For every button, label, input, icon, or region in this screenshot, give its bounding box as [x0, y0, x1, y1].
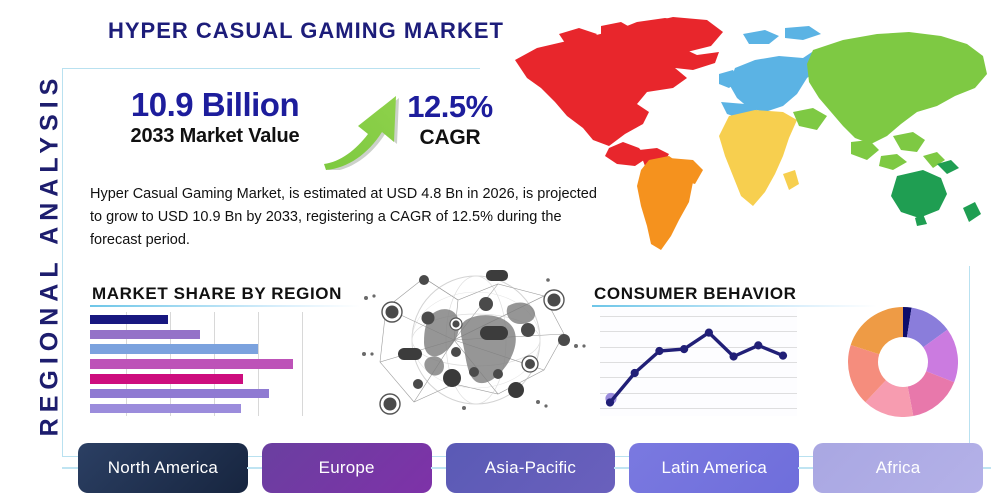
- description-text: Hyper Casual Gaming Market, is estimated…: [90, 186, 597, 248]
- world-map-icon: [497, 8, 995, 266]
- consumer-behavior-heading: CONSUMER BEHAVIOR: [594, 284, 797, 303]
- region-button-label: North America: [107, 458, 219, 477]
- region-button-north-america[interactable]: North America: [78, 443, 248, 493]
- donut-segment: [907, 371, 955, 417]
- donut-segment: [923, 329, 958, 383]
- bar-chart-bar: [90, 388, 270, 399]
- region-button-label: Europe: [318, 458, 375, 477]
- line-chart-marker: [605, 398, 615, 407]
- kpi-cagr-label: CAGR: [419, 125, 481, 149]
- region-connector-head: [62, 467, 78, 469]
- region-connector: [614, 467, 631, 469]
- kpi-cagr: 12.5% CAGR: [390, 89, 510, 149]
- region-button-label: Latin America: [661, 458, 768, 477]
- consumer-behavior-line-chart: [600, 308, 797, 416]
- region-button-bar: North America Europe Asia-Pacific Latin Ame…: [62, 443, 991, 493]
- line-chart-gridline: [600, 331, 797, 333]
- kpi-market-value-label: 2033 Market Value: [130, 124, 300, 147]
- line-chart-gridline: [600, 316, 797, 317]
- region-button-asia-pacific[interactable]: Asia-Pacific: [445, 443, 616, 493]
- bar-chart-bar: [90, 359, 294, 369]
- line-chart-path: [608, 330, 785, 405]
- bar-chart-bar: [90, 374, 244, 384]
- page-title: HYPER CASUAL GAMING MARKET: [108, 18, 504, 43]
- market-share-rule: [90, 305, 360, 307]
- bar-chart-bar: [90, 314, 168, 325]
- consumer-behavior-rule: [592, 305, 877, 307]
- region-connector: [798, 467, 815, 469]
- growth-arrow-icon: [318, 84, 408, 172]
- kpi-block: 10.9 Billion 2033 Market Value 12.5% CAG…: [90, 86, 510, 172]
- bar-chart-bar: [90, 403, 242, 414]
- donut-segment: [906, 307, 948, 348]
- line-chart-gridline: [600, 408, 797, 409]
- bar-chart-bar: [90, 344, 259, 354]
- bar-chart-bar: [90, 329, 201, 340]
- line-chart-gridline: [600, 392, 797, 394]
- region-connector-tail: [983, 467, 991, 469]
- line-chart-marker: [655, 346, 664, 356]
- donut-segment: [903, 307, 912, 338]
- region-button-africa[interactable]: Africa: [813, 443, 983, 493]
- line-chart-marker: [778, 351, 788, 360]
- region-connector: [430, 467, 447, 469]
- line-chart-marker: [754, 341, 763, 350]
- donut-segment: [850, 307, 903, 355]
- side-vertical-label: REGIONAL ANALYSIS: [35, 72, 64, 437]
- kpi-cagr-number: 12.5%: [407, 89, 493, 124]
- global-network-icon: [358, 262, 598, 422]
- region-button-label: Africa: [875, 458, 921, 477]
- region-button-europe[interactable]: Europe: [261, 443, 432, 493]
- line-chart-gridline: [600, 377, 797, 379]
- market-share-heading: MARKET SHARE BY REGION: [92, 284, 342, 303]
- line-chart-gridline: [600, 346, 797, 348]
- donut-segment: [848, 345, 886, 403]
- line-chart-marker: [704, 328, 713, 337]
- line-chart-marker: [729, 352, 738, 361]
- line-chart-gridline: [600, 362, 797, 363]
- donut-segment: [865, 380, 914, 417]
- region-button-label: Asia-Pacific: [484, 458, 577, 477]
- line-chart-marker: [630, 368, 639, 378]
- region-connector: [246, 467, 263, 469]
- segment-donut-chart: [848, 307, 958, 417]
- kpi-market-value-number: 10.9 Billion: [130, 86, 300, 123]
- region-button-latin-america[interactable]: Latin America: [629, 443, 800, 493]
- market-share-bar-chart: [90, 312, 310, 416]
- donut-center-hole: [879, 338, 927, 386]
- line-chart-marker: [680, 345, 689, 354]
- kpi-market-value: 10.9 Billion 2033 Market Value: [100, 86, 330, 147]
